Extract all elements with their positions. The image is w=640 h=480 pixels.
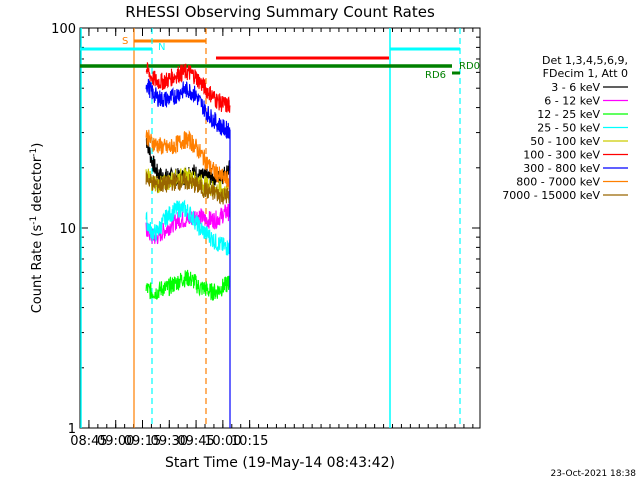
legend-label: 6 - 12 keV [544, 95, 600, 108]
series-line-2 [145, 269, 231, 301]
series-line-8 [145, 170, 231, 205]
plot-frame [79, 27, 481, 429]
rd0-label: RD0 [459, 61, 480, 72]
chart-title: RHESSI Observing Summary Count Rates [125, 3, 435, 21]
legend-label: 7000 - 15000 keV [502, 189, 600, 202]
y-tick-label: 100 [51, 22, 76, 37]
timestamp: 23-Oct-2021 18:38 [551, 469, 637, 479]
x-tick-label: 09:30 [151, 434, 188, 449]
legend-label: 25 - 50 keV [537, 122, 600, 135]
s-marker-label: S [122, 36, 128, 47]
series-line-3 [145, 199, 231, 256]
x-tick-label: 09:15 [124, 434, 161, 449]
x-tick-label: 09:45 [177, 434, 214, 449]
x-tick-label: 10:00 [204, 434, 241, 449]
series-line-5 [145, 62, 231, 113]
x-tick-label: 09:00 [97, 434, 134, 449]
legend-label: 12 - 25 keV [537, 108, 600, 121]
x-tick-label: 10:15 [231, 434, 268, 449]
legend-header-2: FDecim 1, Att 0 [543, 67, 628, 80]
legend-label: 800 - 7000 keV [516, 176, 600, 189]
legend: Det 1,3,4,5,6,9, FDecim 1, Att 0 3 - 6 k… [502, 54, 628, 202]
series-line-6 [145, 78, 231, 139]
legend-label: 50 - 100 keV [530, 135, 600, 148]
y-tick-label: 1 [68, 422, 76, 437]
series-layer [145, 62, 231, 428]
x-tick-label: 08:45 [70, 434, 107, 449]
n-marker-label: N [158, 42, 165, 53]
y-tick-label: 10 [59, 222, 76, 237]
observing-markers: S N RD0 RD6 [80, 28, 480, 428]
legend-header-1: Det 1,3,4,5,6,9, [542, 54, 628, 67]
series-line-7 [145, 129, 231, 190]
y-axis-label: Count Rate (s-1 detector-1) [29, 143, 45, 314]
x-axis-label: Start Time (19-May-14 08:43:42) [165, 455, 395, 471]
y-axis-ticks: 1 10 100 [51, 22, 480, 437]
legend-label: 100 - 300 keV [523, 149, 600, 162]
legend-label: 300 - 800 keV [523, 162, 600, 175]
rd6-label: RD6 [425, 70, 446, 81]
legend-label: 3 - 6 keV [551, 81, 600, 94]
